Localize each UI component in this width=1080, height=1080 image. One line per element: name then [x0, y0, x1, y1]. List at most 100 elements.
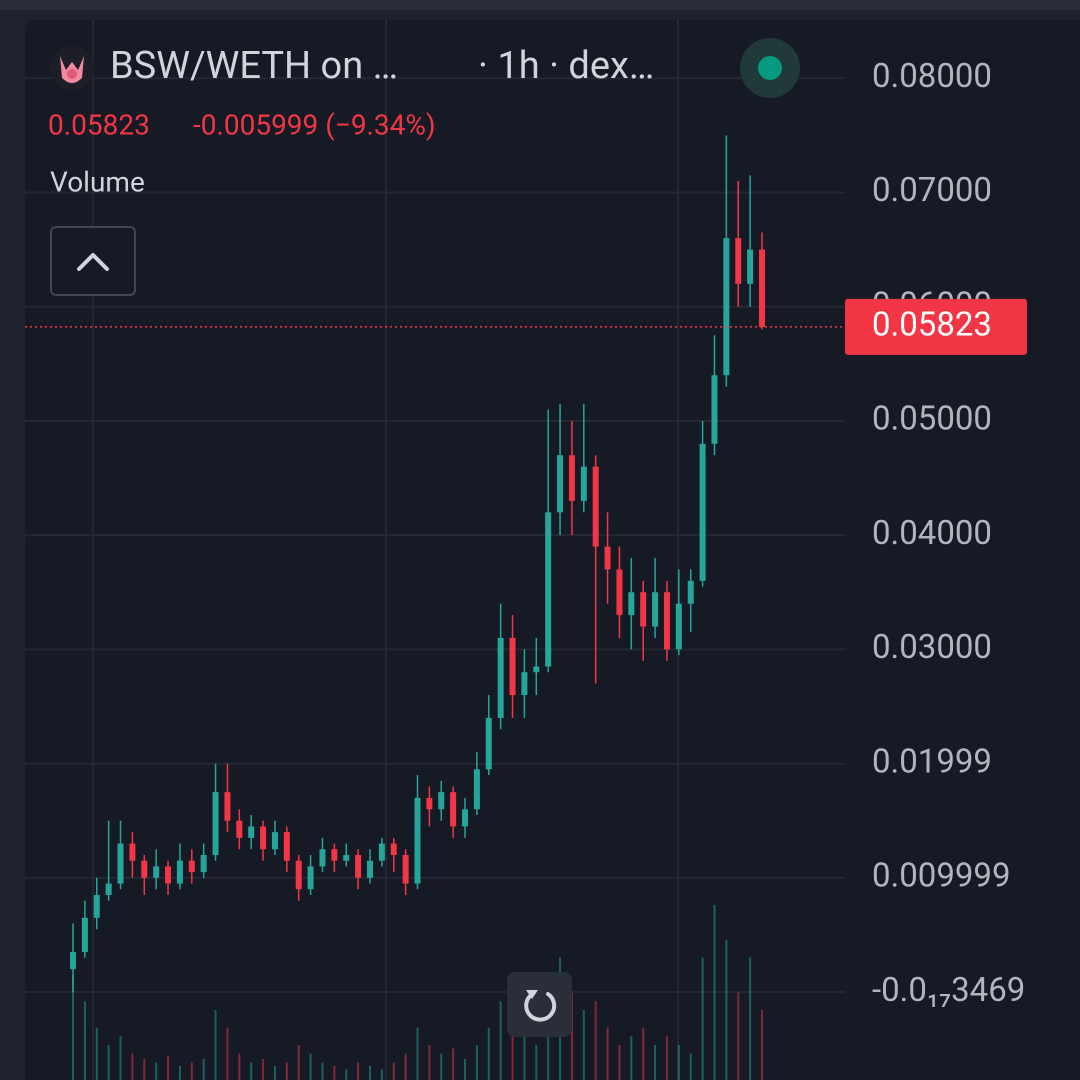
reset-button[interactable]: [507, 972, 572, 1037]
candle-body: [462, 809, 469, 827]
volume-bar: [689, 1053, 692, 1080]
volume-bar: [511, 1018, 514, 1080]
volume-bar: [677, 1045, 680, 1080]
volume-bar: [523, 1036, 526, 1080]
candle-body: [675, 603, 682, 650]
candle-body: [521, 672, 528, 696]
candle-body: [176, 860, 183, 884]
volume-bar: [464, 1059, 467, 1080]
volume-bar: [582, 1010, 585, 1080]
candle-body: [604, 546, 611, 570]
volume-bar: [654, 1045, 657, 1080]
y-tick-label: 0.05000: [872, 400, 992, 439]
candle-body: [402, 854, 409, 884]
candle-body: [307, 866, 314, 890]
y-tick-label: 0.04000: [872, 514, 992, 553]
volume-bar: [238, 1053, 241, 1080]
candle-body: [224, 792, 231, 821]
volume-bar: [392, 1062, 395, 1080]
y-tick-label: 0.03000: [872, 628, 992, 667]
candle-body: [735, 238, 742, 284]
last-price-label: 0.05823: [872, 306, 992, 345]
candle-body: [248, 826, 255, 838]
header-change: -0.005999 (−9.34%): [193, 108, 436, 141]
candle-body: [747, 249, 754, 284]
volume-bar: [665, 1036, 668, 1080]
candle-body: [580, 466, 587, 501]
logo-dot: [67, 69, 77, 79]
candle-body: [652, 592, 659, 627]
volume-bar: [285, 1062, 288, 1080]
candle-body: [141, 860, 148, 878]
candle-body: [260, 826, 267, 850]
volume-bar: [190, 1062, 193, 1080]
candle-body: [473, 769, 480, 810]
candle-body: [545, 512, 552, 667]
volume-bar: [178, 1066, 181, 1080]
volume-bar: [357, 1062, 360, 1080]
candle-body: [640, 592, 647, 627]
header-price: 0.05823: [48, 108, 150, 141]
y-tick-label: 0.009999: [872, 857, 1011, 896]
volume-bar: [713, 905, 716, 1080]
candle-body: [687, 580, 694, 604]
volume-bar: [119, 1036, 122, 1080]
candles: [70, 135, 765, 993]
volume-bar: [107, 1045, 110, 1080]
volume-bar: [416, 1027, 419, 1080]
volume-bar: [499, 1001, 502, 1080]
candle-body: [355, 854, 362, 878]
volume-bar: [737, 992, 740, 1080]
volume-bar: [452, 1048, 455, 1080]
volume-bar: [701, 957, 704, 1080]
candle-body: [153, 866, 160, 878]
status-dot: [758, 56, 782, 80]
candle-body: [723, 238, 730, 376]
reset-icon: [524, 992, 557, 1022]
y-tick-label: -0.0₁₇3469: [872, 971, 1025, 1010]
volume-bar: [487, 1027, 490, 1080]
candle-body: [283, 832, 290, 861]
volume-bar: [594, 1001, 597, 1080]
candle-body: [165, 866, 172, 884]
candle-body: [378, 843, 385, 861]
volume-bar: [131, 1053, 134, 1080]
candle-body: [81, 917, 88, 953]
volume-bar: [428, 1045, 431, 1080]
candle-body: [485, 717, 492, 770]
volume-bar: [155, 1062, 158, 1080]
volume-bar: [618, 1045, 621, 1080]
volume-bar: [333, 1066, 336, 1080]
volume-bar: [404, 1053, 407, 1080]
volume-bar: [226, 1027, 229, 1080]
candle-body: [426, 797, 433, 810]
candle-body: [557, 455, 564, 513]
volume-bar: [95, 1027, 98, 1080]
y-tick-label: 0.07000: [872, 171, 992, 210]
symbol-title: BSW/WETH on …: [110, 44, 398, 88]
interval: · 1h · dex…: [478, 44, 654, 88]
last-price: 0.05823: [25, 298, 1027, 355]
candle-body: [711, 375, 718, 444]
volume-bar: [535, 1045, 538, 1080]
y-tick-label: 0.08000: [872, 57, 992, 96]
candle-body: [129, 843, 136, 861]
last-price-box: [845, 298, 1027, 355]
candle-body: [699, 443, 706, 581]
volume-bar: [250, 1062, 253, 1080]
candle-body: [70, 952, 76, 970]
volume-bar: [214, 1010, 217, 1080]
volume-bar: [606, 1027, 609, 1080]
grid: [25, 20, 845, 1080]
candle-body: [212, 792, 219, 855]
volume-bar: [570, 992, 573, 1080]
candle-body: [366, 860, 373, 878]
candle-body: [592, 466, 599, 547]
candle-body: [450, 792, 457, 827]
candle-body: [93, 894, 100, 918]
collapse-button[interactable]: [50, 226, 136, 296]
candle-body: [390, 843, 397, 855]
volume-bar: [321, 1062, 324, 1080]
